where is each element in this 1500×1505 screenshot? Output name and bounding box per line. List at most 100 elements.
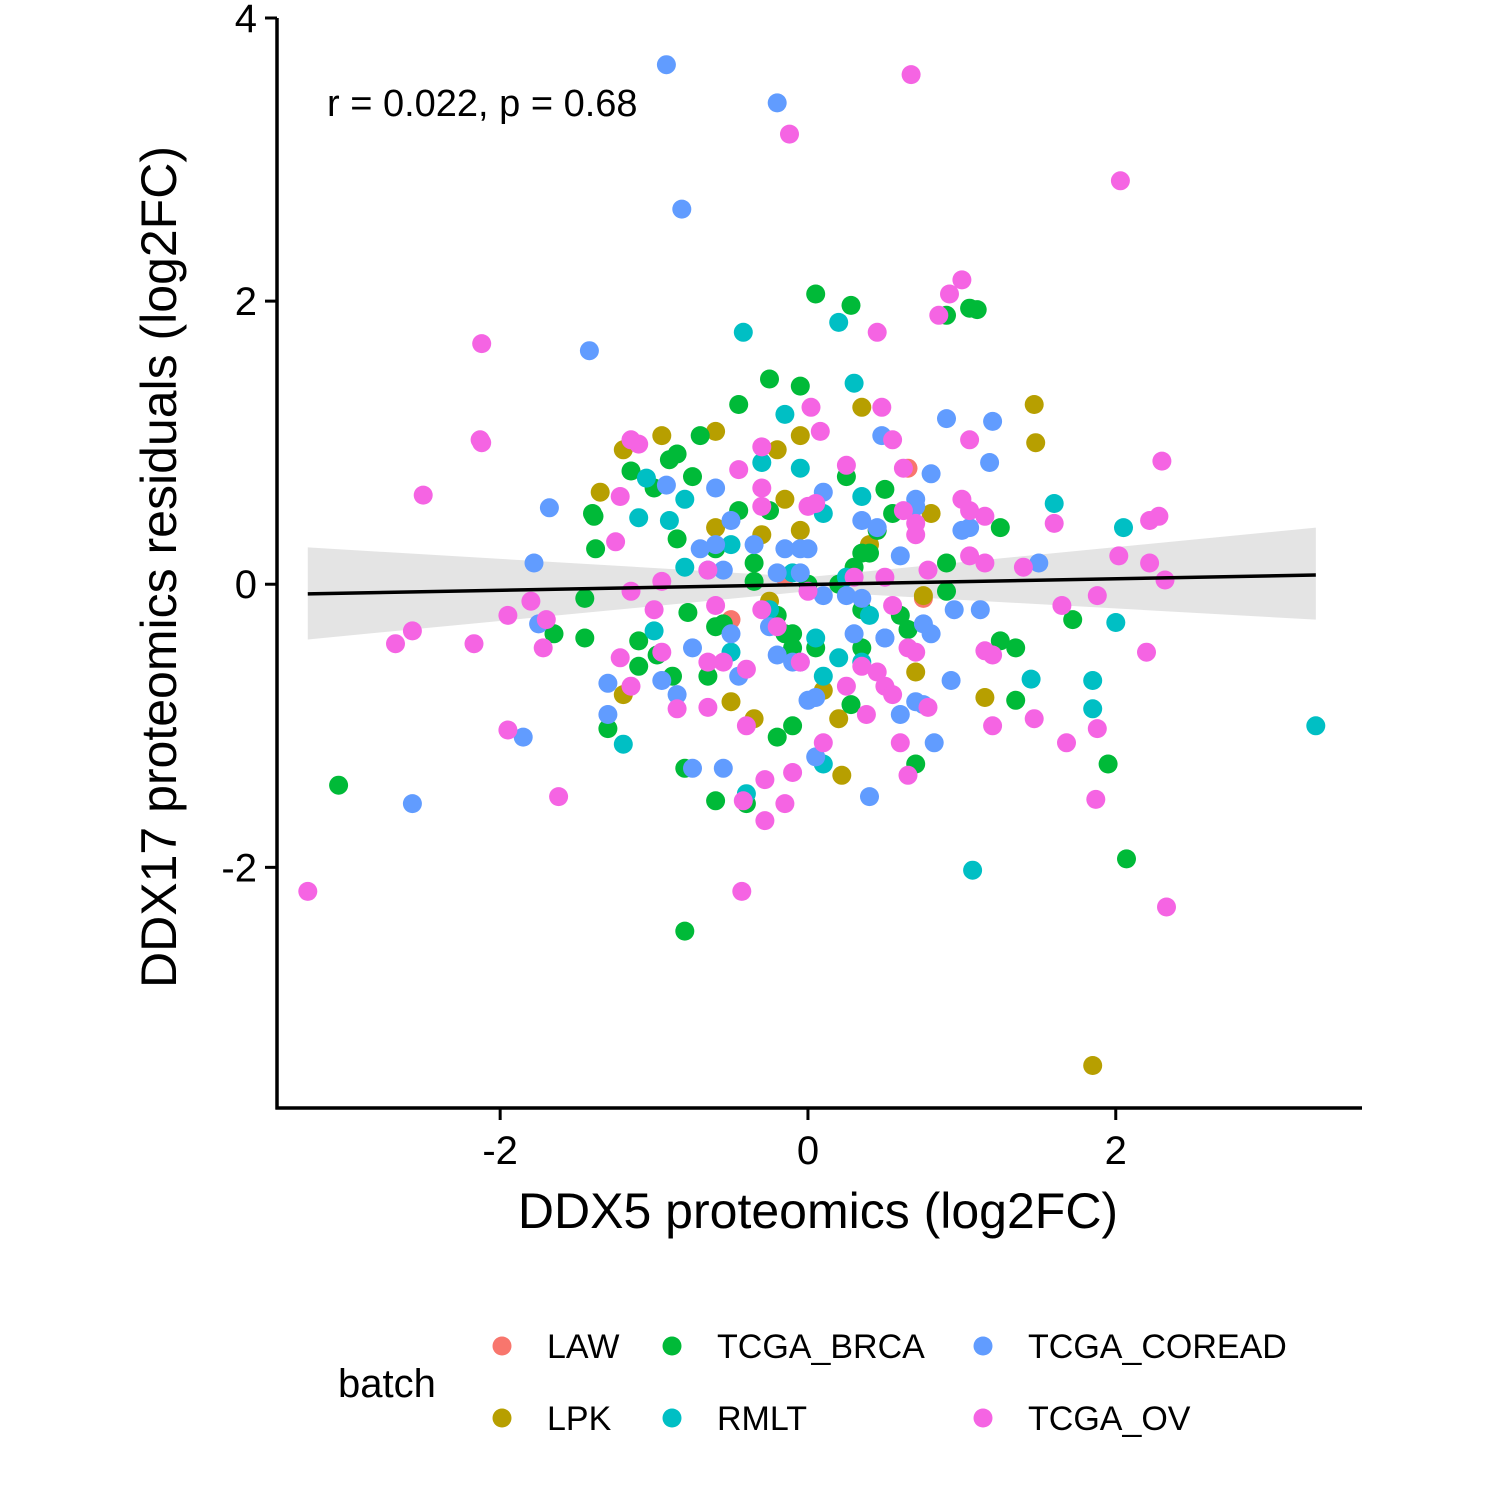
data-point xyxy=(960,518,980,538)
data-point xyxy=(1152,451,1172,471)
data-point xyxy=(744,571,764,591)
data-point xyxy=(990,631,1010,651)
data-point xyxy=(644,600,664,620)
data-point xyxy=(521,591,541,611)
data-point xyxy=(1006,690,1026,710)
data-point xyxy=(713,652,733,672)
data-point xyxy=(767,440,787,460)
data-point xyxy=(729,460,749,480)
data-point xyxy=(860,605,879,625)
data-point xyxy=(836,586,856,606)
data-point xyxy=(659,450,679,470)
data-point xyxy=(852,588,872,608)
data-point xyxy=(744,535,764,555)
data-point xyxy=(775,404,795,424)
data-point xyxy=(1026,433,1046,453)
data-point xyxy=(721,624,741,644)
data-point xyxy=(713,560,733,580)
data-point xyxy=(783,624,803,644)
data-point xyxy=(760,369,779,389)
data-point xyxy=(1044,513,1064,533)
data-point xyxy=(867,518,887,538)
data-point xyxy=(906,662,926,682)
y-tick-label: 2 xyxy=(235,280,257,324)
data-point xyxy=(752,478,772,498)
x-tick-label: -2 xyxy=(482,1129,518,1173)
data-point xyxy=(1021,669,1041,689)
data-point xyxy=(533,638,553,658)
data-point xyxy=(656,55,676,75)
data-point xyxy=(810,421,830,441)
data-point xyxy=(856,705,876,724)
data-point xyxy=(586,539,606,559)
data-point xyxy=(598,719,618,739)
data-point xyxy=(893,458,913,478)
data-point xyxy=(806,747,826,767)
series-tcga-coread xyxy=(402,55,1049,814)
data-point xyxy=(890,733,910,753)
data-point xyxy=(610,487,630,506)
data-point xyxy=(883,596,903,615)
data-point xyxy=(698,652,718,672)
data-point xyxy=(801,397,821,417)
data-point xyxy=(613,734,633,754)
data-point xyxy=(683,638,702,658)
data-point xyxy=(918,697,938,717)
data-point xyxy=(893,501,913,521)
data-point xyxy=(829,648,849,668)
data-point xyxy=(867,322,887,342)
legend-title: batch xyxy=(338,1362,436,1406)
data-point xyxy=(1013,557,1033,577)
data-point xyxy=(1155,570,1175,590)
data-point xyxy=(752,437,772,457)
data-point xyxy=(733,791,753,811)
data-point xyxy=(652,426,672,446)
data-point xyxy=(721,535,741,555)
data-point xyxy=(790,426,810,446)
data-point xyxy=(729,395,749,414)
data-point xyxy=(963,860,983,880)
data-point xyxy=(798,539,818,559)
data-point xyxy=(913,586,933,606)
legend-key xyxy=(492,1336,512,1356)
data-point xyxy=(672,199,692,219)
legend-key xyxy=(973,1336,993,1356)
data-point xyxy=(706,421,726,441)
series-lpk xyxy=(590,395,1103,1075)
data-point xyxy=(1140,553,1160,573)
x-axis-title: DDX5 proteomics (log2FC) xyxy=(518,1183,1118,1239)
data-point xyxy=(783,763,803,782)
data-point xyxy=(652,671,672,690)
data-point xyxy=(1087,719,1107,739)
data-point xyxy=(1083,1056,1103,1075)
data-point xyxy=(875,628,895,648)
data-point xyxy=(755,811,775,831)
y-tick-label: 4 xyxy=(235,0,257,41)
legend-label: TCGA_BRCA xyxy=(717,1328,925,1366)
data-point xyxy=(659,511,679,530)
legend-item-tcga-ov: TCGA_OV xyxy=(973,1400,1191,1438)
data-point xyxy=(832,765,852,785)
data-point xyxy=(402,621,422,641)
data-point xyxy=(806,494,826,513)
data-point xyxy=(1157,897,1176,917)
data-point xyxy=(621,461,641,481)
data-point xyxy=(539,498,559,518)
data-point xyxy=(921,464,941,484)
data-point xyxy=(906,642,926,662)
data-point xyxy=(621,581,641,601)
data-point xyxy=(386,634,405,654)
data-point xyxy=(598,705,618,724)
data-point xyxy=(1149,506,1169,526)
data-point xyxy=(644,621,664,641)
data-point xyxy=(844,373,864,393)
data-point xyxy=(675,557,695,577)
legend-label: LAW xyxy=(547,1328,619,1366)
data-point xyxy=(790,376,810,396)
data-point xyxy=(298,881,318,901)
data-point xyxy=(706,478,726,498)
data-point xyxy=(890,705,910,724)
legend-item-law: LAW xyxy=(492,1328,619,1366)
data-point xyxy=(606,532,626,552)
data-point xyxy=(836,676,856,696)
